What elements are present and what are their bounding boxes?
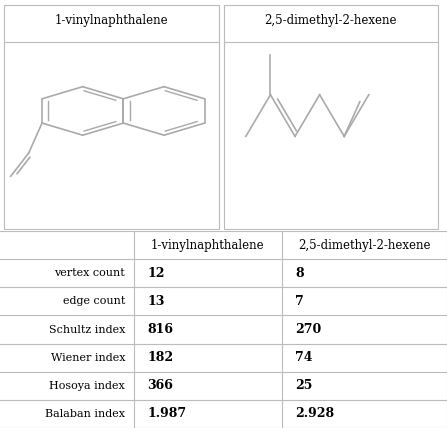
Text: 7: 7: [295, 295, 304, 308]
Text: 2,5-dimethyl-2-hexene: 2,5-dimethyl-2-hexene: [298, 239, 430, 252]
Text: Schultz index: Schultz index: [49, 324, 125, 335]
Text: 2,5-dimethyl-2-hexene: 2,5-dimethyl-2-hexene: [265, 14, 397, 27]
Text: 182: 182: [148, 351, 173, 364]
Text: 270: 270: [295, 323, 321, 336]
Text: 25: 25: [295, 379, 312, 392]
Text: Balaban index: Balaban index: [45, 409, 125, 419]
Text: 1.987: 1.987: [148, 407, 187, 420]
Bar: [4, 5, 219, 229]
Text: Hosoya index: Hosoya index: [50, 381, 125, 391]
Text: edge count: edge count: [63, 297, 125, 306]
Text: 366: 366: [148, 379, 173, 392]
Bar: [224, 5, 438, 229]
Text: 1-vinylnaphthalene: 1-vinylnaphthalene: [151, 239, 265, 252]
Text: vertex count: vertex count: [55, 268, 125, 278]
Text: 8: 8: [295, 267, 304, 280]
Text: 13: 13: [148, 295, 165, 308]
Text: 2.928: 2.928: [295, 407, 334, 420]
Text: 74: 74: [295, 351, 312, 364]
Text: 1-vinylnaphthalene: 1-vinylnaphthalene: [55, 14, 169, 27]
Text: 816: 816: [148, 323, 173, 336]
Text: Wiener index: Wiener index: [51, 353, 125, 363]
Text: 12: 12: [148, 267, 165, 280]
